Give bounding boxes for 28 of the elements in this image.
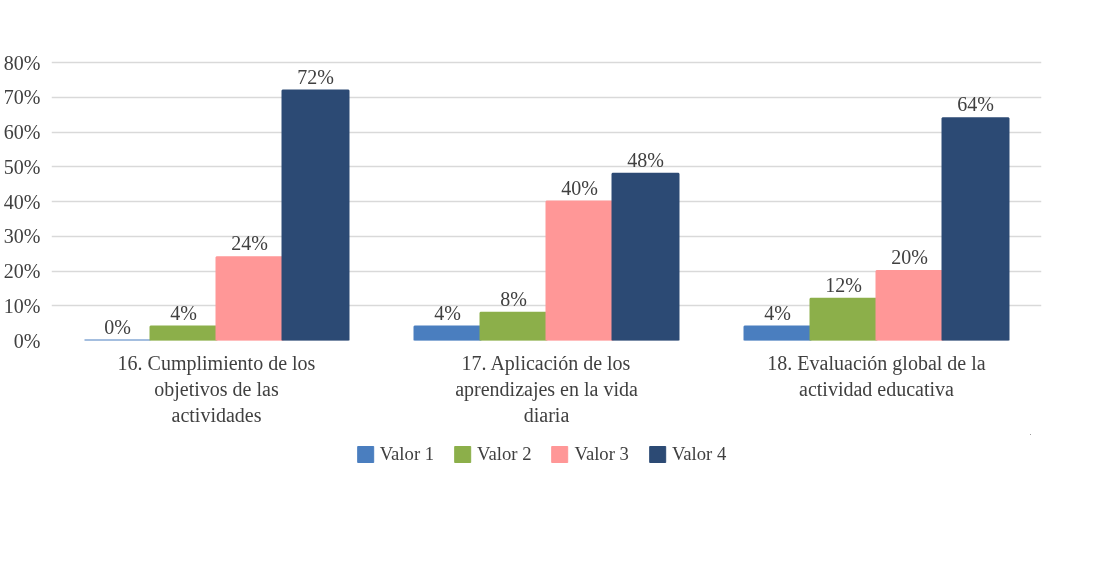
data-label: 8% [500, 287, 527, 310]
data-label: 4% [170, 301, 197, 324]
y-tick-label: 70% [3, 86, 41, 109]
x-tick-label: 18. Evaluación global de la actividad educativa [767, 351, 986, 400]
data-label: 72% [297, 65, 334, 88]
y-tick-label: 60% [3, 121, 41, 144]
y-tick-label: 10% [3, 294, 41, 317]
data-label: 48% [627, 148, 664, 171]
legend-label: Valor 2 [477, 443, 532, 465]
data-label: 4% [764, 301, 791, 324]
y-tick-label: 80% [3, 51, 41, 74]
data-label: 64% [957, 93, 994, 116]
data-label: 20% [891, 246, 928, 269]
legend-label: Valor 1 [379, 443, 435, 465]
y-tick-label: 20% [3, 260, 41, 283]
legend-label: Valor 4 [671, 443, 727, 465]
x-tick-label: 17. Aplicación de los aprendizajes en la vida diaria [455, 351, 638, 427]
data-label: 4% [434, 301, 461, 324]
y-tick-label: 50% [3, 155, 41, 178]
data-label: 24% [231, 232, 268, 255]
y-tick-label: 0% [13, 329, 41, 352]
legend-label: Valor 3 [574, 443, 629, 465]
data-label: 40% [561, 176, 598, 199]
data-label: 0% [104, 315, 131, 338]
y-tick-label: 40% [3, 190, 41, 213]
x-tick-label: 16. Cumplimiento de los objetivos de las actividades [117, 351, 316, 427]
y-tick-label: 30% [3, 225, 41, 248]
data-label: 12% [825, 273, 862, 296]
